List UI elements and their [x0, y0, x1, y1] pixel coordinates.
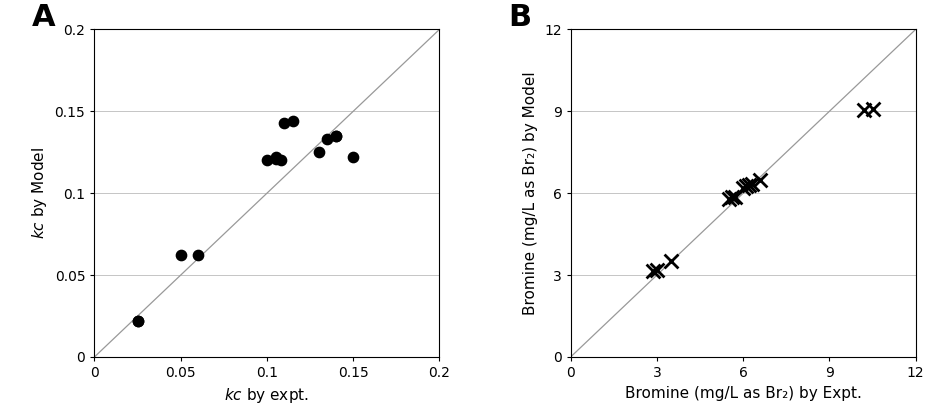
Point [130, 318, 145, 324]
Point [724, 194, 739, 201]
Point [346, 154, 361, 160]
Point [735, 184, 750, 191]
Y-axis label: $\it{kc}$ by Model: $\it{kc}$ by Model [30, 147, 49, 239]
X-axis label: $\it{kc}$ by expt.: $\it{kc}$ by expt. [225, 386, 310, 404]
Point [260, 157, 275, 164]
Point [856, 107, 871, 113]
Point [329, 132, 344, 139]
Point [130, 318, 145, 324]
Point [865, 105, 880, 112]
Point [312, 149, 327, 155]
Point [191, 252, 206, 259]
Point [329, 132, 344, 139]
Point [727, 194, 742, 201]
Point [285, 118, 300, 124]
Point [744, 180, 759, 187]
X-axis label: Bromine (mg/L as Br₂) by Expt.: Bromine (mg/L as Br₂) by Expt. [625, 386, 862, 401]
Point [268, 154, 283, 160]
Point [320, 136, 335, 142]
Point [753, 176, 768, 183]
Point [173, 252, 188, 259]
Text: B: B [509, 3, 531, 32]
Point [721, 195, 736, 202]
Point [645, 268, 660, 274]
Point [268, 155, 283, 162]
Point [741, 181, 756, 188]
Point [664, 258, 679, 265]
Point [273, 157, 288, 164]
Point [649, 266, 665, 273]
Text: A: A [32, 3, 56, 32]
Y-axis label: Bromine (mg/L as Br₂) by Model: Bromine (mg/L as Br₂) by Model [523, 71, 538, 315]
Point [738, 183, 753, 190]
Point [277, 119, 292, 126]
